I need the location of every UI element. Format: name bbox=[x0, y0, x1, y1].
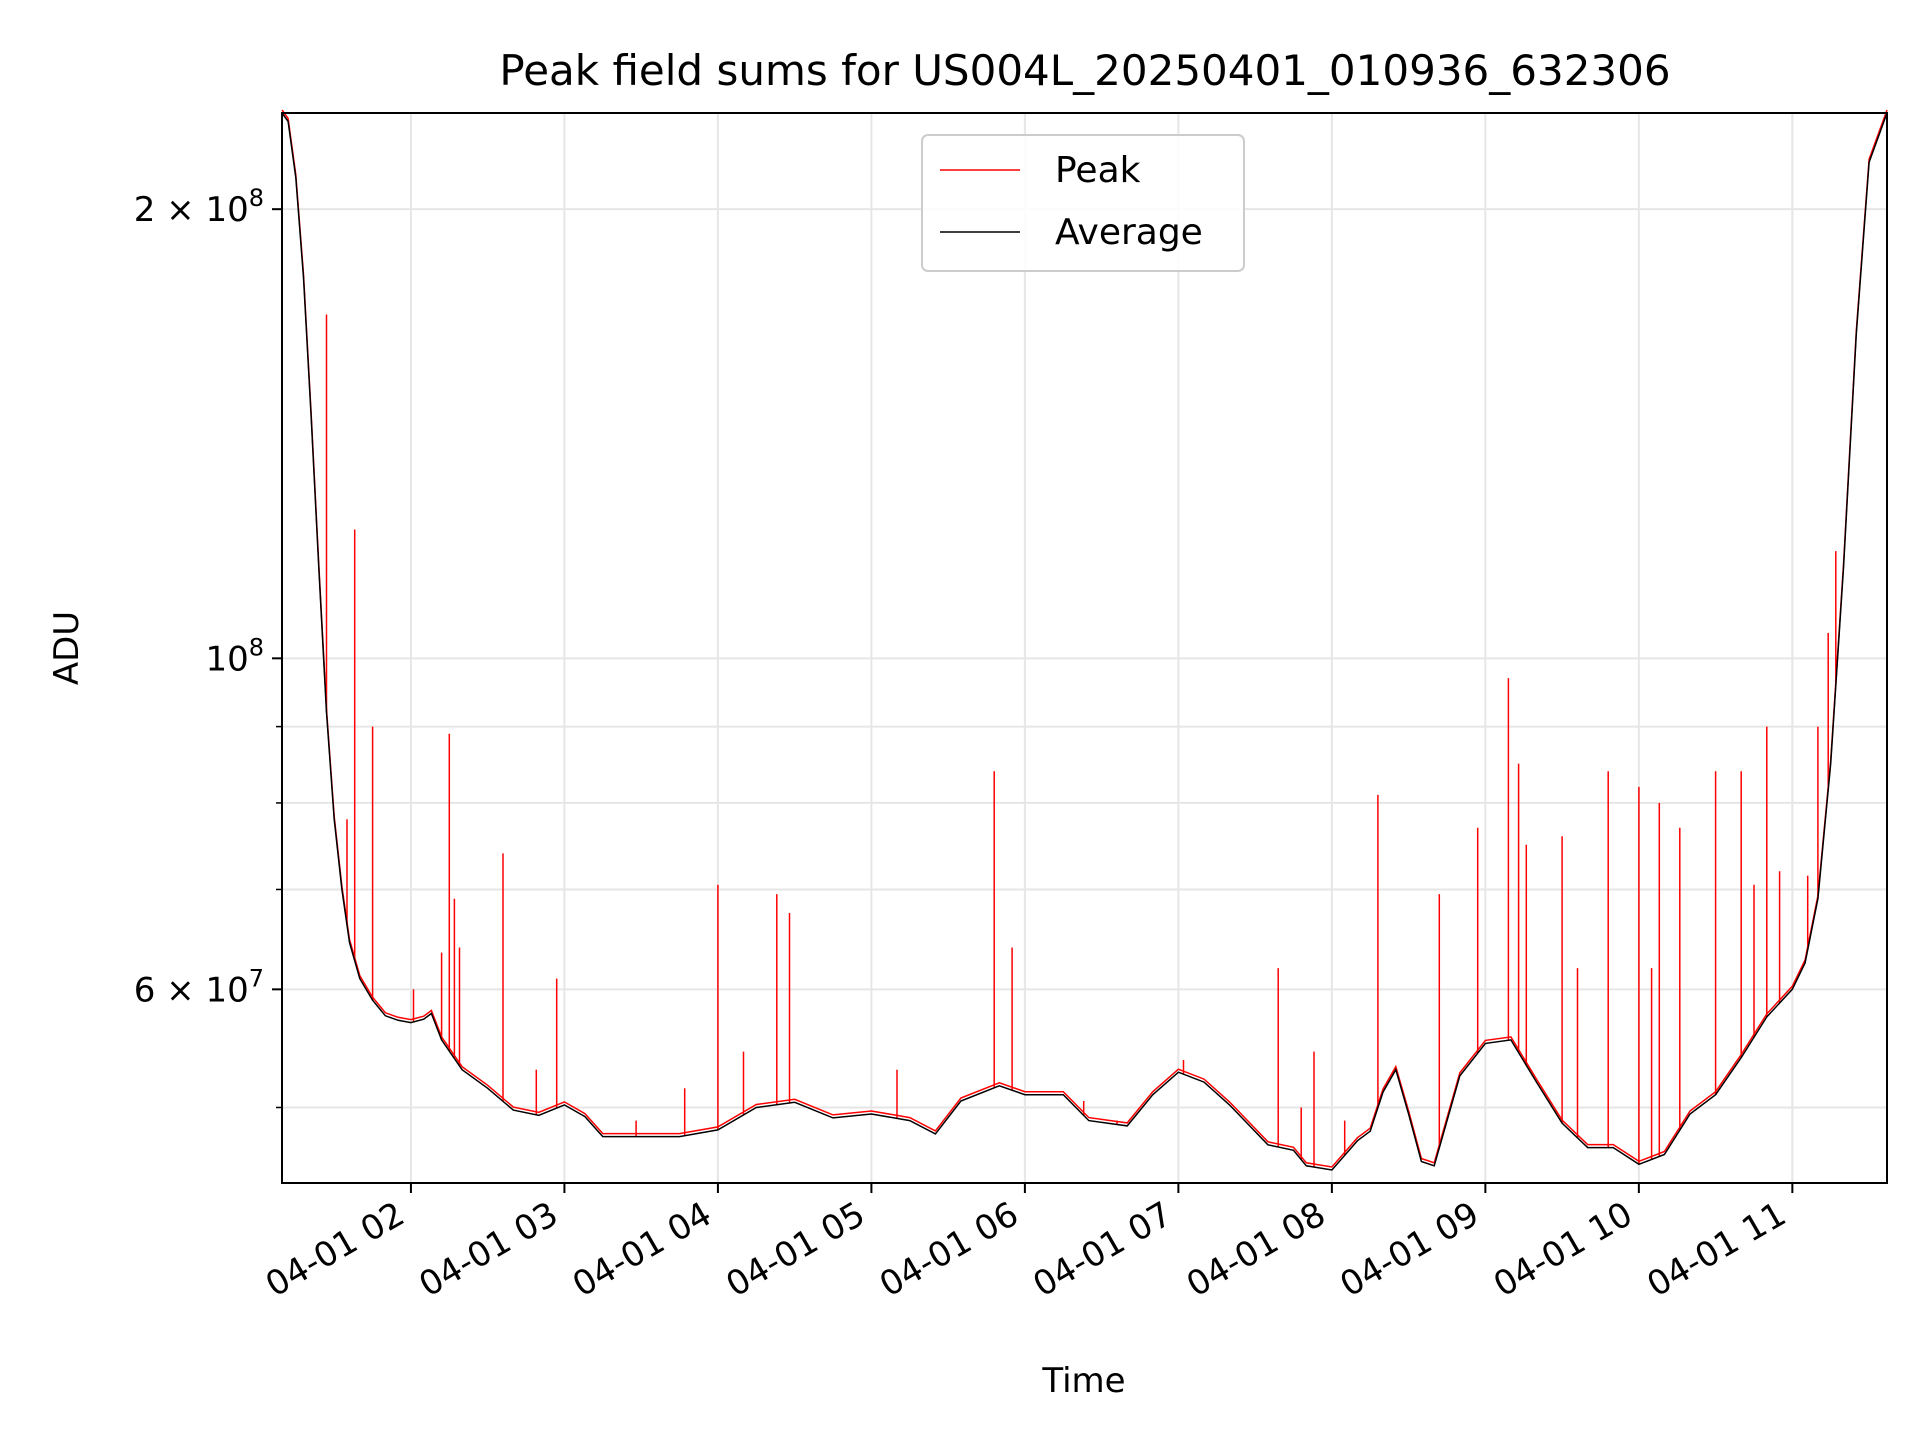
y-tick-label: 2 × 108 bbox=[134, 184, 264, 230]
y-tick-label: 6 × 107 bbox=[134, 964, 264, 1010]
legend: Peak Average bbox=[921, 134, 1245, 272]
y-tick-label-exponent: 7 bbox=[249, 964, 264, 992]
y-tick-label-exponent: 8 bbox=[249, 184, 264, 212]
series-average-line bbox=[281, 112, 1888, 1171]
chart-title: Peak field sums for US004L_20250401_0109… bbox=[499, 46, 1670, 95]
x-axis-label: Time bbox=[1041, 1361, 1125, 1401]
legend-label-peak: Peak bbox=[1055, 150, 1141, 191]
legend-box bbox=[921, 134, 1245, 272]
plot-frame bbox=[281, 112, 1888, 1184]
series-layer bbox=[281, 109, 1888, 1171]
y-tick-label-exponent: 8 bbox=[249, 633, 264, 661]
y-tick-label-base: 6 × 10 bbox=[134, 970, 249, 1010]
y-axis-label: ADU bbox=[47, 611, 87, 685]
y-tick-label-base: 10 bbox=[205, 639, 248, 679]
y-tick-label: 108 bbox=[205, 633, 264, 679]
legend-label-average: Average bbox=[1055, 212, 1203, 253]
y-tick-label-base: 2 × 10 bbox=[134, 190, 249, 230]
